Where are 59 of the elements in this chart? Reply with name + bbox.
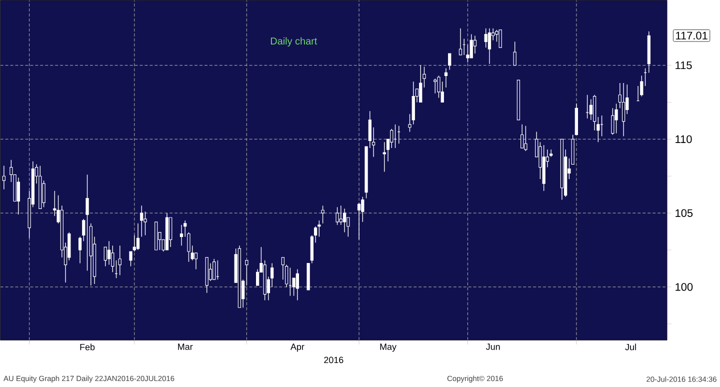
y-tick-label: 105 [676, 209, 693, 217]
candlestick [140, 205, 144, 237]
candlestick [458, 28, 462, 56]
x-tick-label: Mar [178, 344, 193, 350]
candlestick [473, 35, 477, 54]
candlestick [513, 41, 516, 66]
candlestick [169, 217, 172, 248]
text: Daily chart [270, 37, 318, 46]
candlestick [357, 202, 361, 240]
candlestick [520, 124, 524, 148]
candlestick [86, 174, 89, 271]
candlestick [412, 81, 415, 125]
candlestick [82, 218, 86, 242]
candlestick [434, 78, 437, 94]
candlestick [488, 28, 492, 64]
candlestick [212, 258, 216, 280]
candlestick [448, 53, 452, 70]
candlestick [342, 208, 346, 233]
candlestick [318, 220, 321, 237]
candlestick [336, 206, 339, 226]
candlestick [245, 260, 248, 286]
candlestick [118, 245, 122, 276]
candlestick [42, 180, 46, 208]
candlestick [622, 82, 626, 137]
candlestick [284, 264, 288, 288]
text: 117.01 [676, 32, 708, 40]
candlestick [419, 64, 422, 103]
x-tick-label: Jun [486, 344, 500, 350]
x-tick-label: Feb [80, 344, 95, 350]
candlestick [78, 236, 82, 264]
candlestick [444, 68, 448, 88]
candlestick [437, 75, 440, 98]
candlestick [589, 98, 592, 120]
candlestick [422, 66, 426, 88]
y-tick-label: 115 [676, 61, 692, 70]
x-tick-label: Apr [290, 344, 304, 352]
y-tick-label: 110 [676, 135, 692, 144]
candlestick [382, 142, 386, 172]
candlestick [614, 103, 618, 134]
candlestick [16, 177, 20, 215]
candlestick [611, 108, 614, 136]
candlestick [296, 268, 299, 301]
candlestick [498, 29, 502, 48]
x-tick-label: May [380, 344, 396, 352]
x-tick-label: Jul [625, 344, 636, 350]
candlestick [390, 128, 394, 148]
x-axis-title: 2016 [324, 356, 344, 364]
candlestick [339, 205, 342, 226]
candlestick [107, 240, 111, 266]
candlestick [484, 28, 488, 48]
candlestick [321, 205, 324, 224]
candlestick [524, 125, 528, 152]
candlestick [136, 223, 140, 250]
candlestick [180, 224, 184, 246]
candlestick [470, 34, 473, 58]
candlestick [440, 81, 444, 103]
candlestick [194, 252, 198, 270]
y-tick-label: 100 [676, 283, 693, 291]
candlestick [111, 245, 114, 272]
